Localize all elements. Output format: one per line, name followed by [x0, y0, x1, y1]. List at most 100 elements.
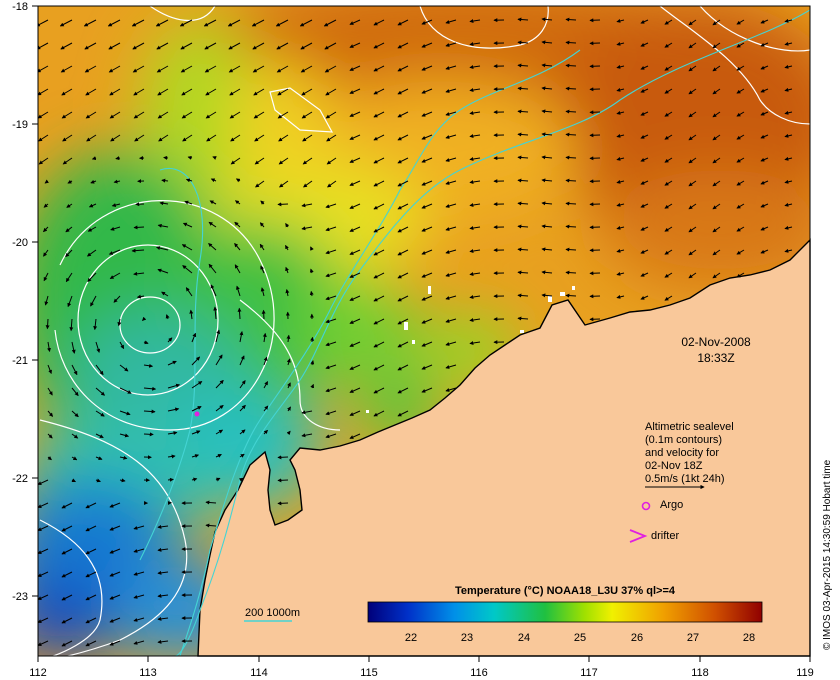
colorbar-tick-label: 23	[461, 632, 473, 644]
velocity-arrow	[712, 180, 721, 187]
velocity-arrow	[421, 226, 433, 232]
velocity-arrow	[215, 354, 223, 366]
map-time: 18:33Z	[697, 351, 734, 365]
velocity-arrow	[65, 272, 73, 283]
velocity-arrow	[736, 42, 745, 48]
velocity-arrow	[119, 410, 131, 416]
velocity-arrow	[616, 133, 625, 138]
lat-tick-label: -21	[12, 355, 28, 367]
drifter-marker-icon	[629, 529, 648, 543]
velocity-arrow	[736, 134, 745, 140]
velocity-arrow	[110, 134, 121, 142]
velocity-arrow	[373, 295, 385, 302]
velocity-arrow	[445, 387, 457, 392]
velocity-arrow	[469, 226, 481, 230]
velocity-arrow	[209, 200, 217, 205]
velocity-arrow	[38, 157, 49, 165]
velocity-arrow	[43, 249, 49, 257]
velocity-arrow	[325, 433, 337, 439]
velocity-arrow	[277, 501, 289, 506]
velocity-arrow	[640, 226, 649, 231]
velocity-arrow	[640, 42, 649, 47]
velocity-arrow	[131, 248, 145, 253]
velocity-arrow	[309, 268, 314, 274]
velocity-arrow	[712, 157, 721, 164]
velocity-arrow	[469, 42, 481, 46]
plot-frame	[37, 5, 811, 657]
velocity-arrow	[688, 65, 697, 72]
velocity-arrow	[38, 65, 49, 73]
velocity-arrow	[517, 270, 529, 275]
velocity-arrow	[71, 341, 76, 354]
velocity-arrow	[469, 249, 481, 253]
velocity-arrow	[349, 295, 361, 301]
velocity-arrow	[640, 88, 649, 93]
velocity-arrow	[234, 221, 241, 228]
velocity-arrow	[664, 157, 673, 163]
velocity-arrow	[421, 341, 433, 347]
velocity-arrow	[325, 226, 337, 232]
velocity-arrow	[157, 547, 169, 552]
velocity-arrow	[736, 180, 745, 186]
velocity-arrow	[760, 249, 769, 254]
velocity-arrow	[541, 201, 553, 206]
velocity-arrow	[349, 88, 361, 94]
velocity-arrow	[421, 295, 433, 301]
lon-axis: 112 113 114 115 116 117 118 119	[29, 656, 814, 679]
velocity-arrow	[38, 42, 49, 50]
velocity-arrow	[736, 19, 745, 25]
velocity-arrow	[204, 65, 217, 73]
velocity-arrow	[234, 264, 241, 274]
velocity-arrow	[397, 364, 409, 371]
velocity-arrow	[165, 314, 170, 320]
velocity-arrow	[133, 88, 145, 96]
velocity-arrow	[286, 334, 291, 343]
velocity-arrow	[185, 178, 193, 183]
velocity-arrow	[421, 19, 433, 25]
velocity-arrow	[517, 109, 529, 114]
velocity-arrow	[47, 433, 53, 439]
velocity-arrow	[86, 134, 97, 142]
velocity-arrow	[688, 19, 697, 26]
velocity-arrow	[712, 134, 721, 141]
velocity-arrow	[373, 272, 385, 279]
velocity-arrow	[310, 360, 315, 366]
velocity-arrow	[161, 178, 169, 183]
velocity-arrow	[784, 18, 793, 23]
velocity-arrow	[397, 295, 409, 302]
velocity-arrow	[421, 42, 433, 48]
velocity-arrow	[38, 548, 49, 554]
velocity-arrow	[565, 293, 577, 298]
velocity-arrow	[397, 42, 409, 49]
velocity-arrow	[61, 502, 73, 509]
velocity-arrow	[205, 523, 217, 528]
velocity-arrow	[712, 226, 721, 233]
velocity-arrow	[541, 86, 553, 91]
velocity-arrow	[285, 223, 290, 228]
lon-tick-label: 118	[691, 667, 709, 679]
velocity-arrow	[44, 295, 49, 306]
velocity-arrow	[664, 203, 673, 209]
velocity-arrow	[237, 307, 242, 320]
velocity-arrow	[325, 364, 337, 370]
velocity-arrow	[86, 249, 97, 257]
velocity-arrow	[62, 134, 73, 142]
velocity-arrow	[688, 134, 697, 141]
velocity-arrow	[235, 178, 241, 183]
velocity-arrow	[85, 502, 97, 509]
coastal-cloud-mask	[366, 286, 575, 413]
colorbar: Temperature (°C) NOAA18_L3U 37% ql>=4 22…	[367, 585, 763, 644]
velocity-arrow	[167, 407, 180, 412]
velocity-arrow	[44, 179, 49, 184]
sealevel-contours	[39, 6, 810, 656]
velocity-arrow	[517, 224, 529, 229]
velocity-arrow	[191, 454, 200, 458]
velocity-arrow	[136, 294, 145, 299]
velocity-arrow	[253, 88, 265, 96]
velocity-arrow	[212, 156, 217, 160]
velocity-arrow	[38, 571, 49, 577]
velocity-arrow	[157, 639, 169, 644]
velocity-arrow	[760, 134, 769, 139]
lon-tick-label: 114	[250, 667, 268, 679]
velocity-arrow	[278, 157, 289, 165]
